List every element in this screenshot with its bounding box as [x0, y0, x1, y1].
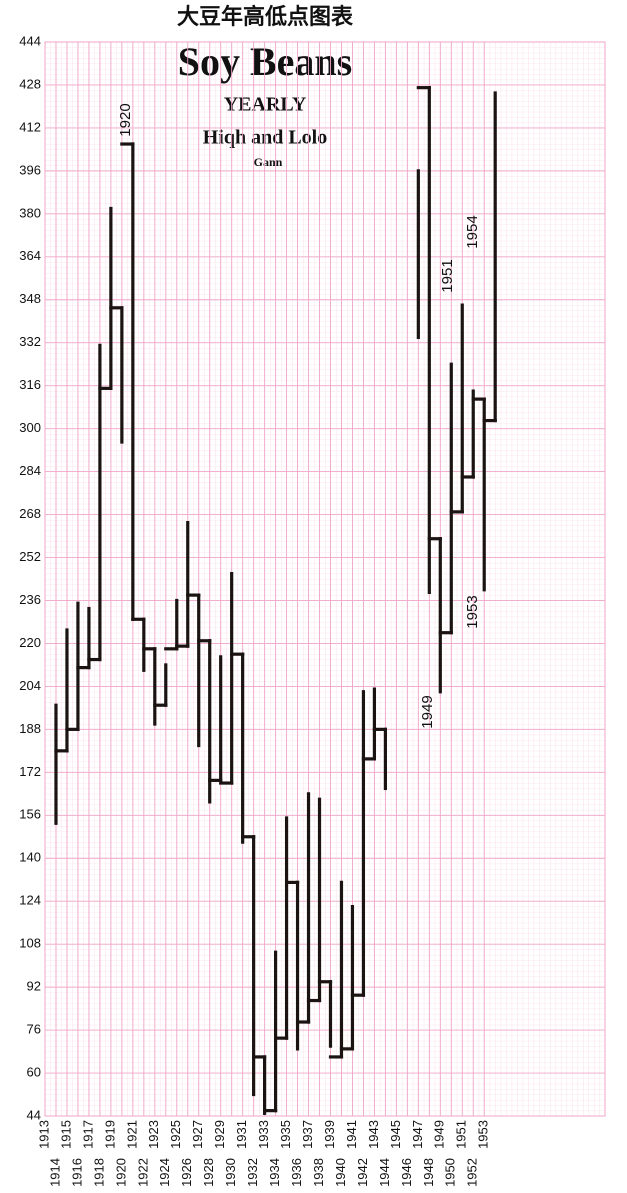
x-tick-label: 1929	[212, 1120, 227, 1149]
y-tick-label: 348	[19, 291, 41, 306]
x-tick-label: 1925	[168, 1120, 183, 1149]
y-tick-label: 60	[27, 1064, 41, 1079]
y-tick-label: 156	[19, 807, 41, 822]
x-tick-label: 1920	[113, 1158, 128, 1187]
x-tick-label: 1931	[234, 1120, 249, 1149]
y-tick-label: 188	[19, 721, 41, 736]
y-tick-label: 76	[27, 1022, 41, 1037]
x-tick-label: 1933	[256, 1120, 271, 1149]
x-tick-label: 1941	[344, 1120, 359, 1149]
annotation: 1951	[439, 259, 456, 292]
x-tick-label: 1919	[102, 1120, 117, 1149]
y-tick-label: 44	[27, 1107, 41, 1122]
x-tick-label: 1937	[300, 1120, 315, 1149]
x-tick-label: 1945	[388, 1120, 403, 1149]
y-tick-label: 284	[19, 463, 41, 478]
x-tick-label: 1918	[91, 1158, 106, 1187]
y-tick-label: 236	[19, 592, 41, 607]
annotation: 1953	[464, 595, 481, 628]
plot-area	[44, 41, 606, 1117]
x-tick-label: 1917	[80, 1120, 95, 1149]
x-tick-label: 1950	[443, 1158, 458, 1187]
y-tick-label: 332	[19, 334, 41, 349]
caption: YEARLY	[224, 94, 307, 116]
x-tick-label: 1914	[47, 1158, 62, 1187]
x-tick-label: 1924	[157, 1158, 172, 1187]
caption: Gann	[254, 155, 283, 169]
x-tick-label: 1921	[124, 1120, 139, 1149]
x-tick-label: 1935	[278, 1120, 293, 1149]
y-tick-label: 108	[19, 936, 41, 951]
x-tick-label: 1951	[454, 1120, 469, 1149]
x-tick-label: 1927	[190, 1120, 205, 1149]
x-tick-label: 1926	[179, 1158, 194, 1187]
y-tick-label: 252	[19, 549, 41, 564]
x-tick-label: 1944	[377, 1158, 392, 1187]
y-tick-label: 380	[19, 205, 41, 220]
chart-title: 大豆年高低点图表	[177, 4, 354, 29]
x-tick-label: 1936	[289, 1158, 304, 1187]
x-tick-label: 1934	[267, 1158, 282, 1187]
annotation: 1954	[464, 215, 481, 248]
y-tick-label: 300	[19, 420, 41, 435]
y-tick-label: 316	[19, 377, 41, 392]
y-tick-label: 92	[27, 979, 41, 994]
x-tick-label: 1928	[201, 1158, 216, 1187]
annotation: 1920	[117, 103, 134, 136]
y-tick-label: 364	[19, 248, 41, 263]
y-tick-label: 428	[19, 76, 41, 91]
annotation: 1949	[419, 695, 436, 728]
x-tick-label: 1932	[245, 1158, 260, 1187]
x-tick-label: 1947	[410, 1120, 425, 1149]
x-tick-label: 1943	[366, 1120, 381, 1149]
x-tick-label: 1953	[476, 1120, 491, 1149]
x-tick-label: 1938	[311, 1158, 326, 1187]
y-tick-label: 268	[19, 506, 41, 521]
x-tick-label: 1948	[421, 1158, 436, 1187]
x-tick-label: 1915	[58, 1120, 73, 1149]
x-tick-label: 1952	[465, 1158, 480, 1187]
y-tick-label: 124	[19, 893, 41, 908]
y-tick-label: 140	[19, 850, 41, 865]
y-tick-label: 444	[19, 33, 41, 48]
x-tick-label: 1942	[355, 1158, 370, 1187]
x-tick-label: 1940	[333, 1158, 348, 1187]
x-tick-label: 1923	[146, 1120, 161, 1149]
x-tick-label: 1949	[432, 1120, 447, 1149]
y-tick-label: 172	[19, 764, 41, 779]
y-tick-label: 412	[19, 119, 41, 134]
x-tick-label: 1946	[399, 1158, 414, 1187]
x-tick-label: 1939	[322, 1120, 337, 1149]
y-tick-label: 204	[19, 678, 41, 693]
y-tick-label: 396	[19, 162, 41, 177]
x-tick-label: 1930	[223, 1158, 238, 1187]
x-tick-label: 1916	[69, 1158, 84, 1187]
x-tick-label: 1913	[36, 1120, 51, 1149]
x-tick-label: 1922	[135, 1158, 150, 1187]
y-tick-label: 220	[19, 635, 41, 650]
